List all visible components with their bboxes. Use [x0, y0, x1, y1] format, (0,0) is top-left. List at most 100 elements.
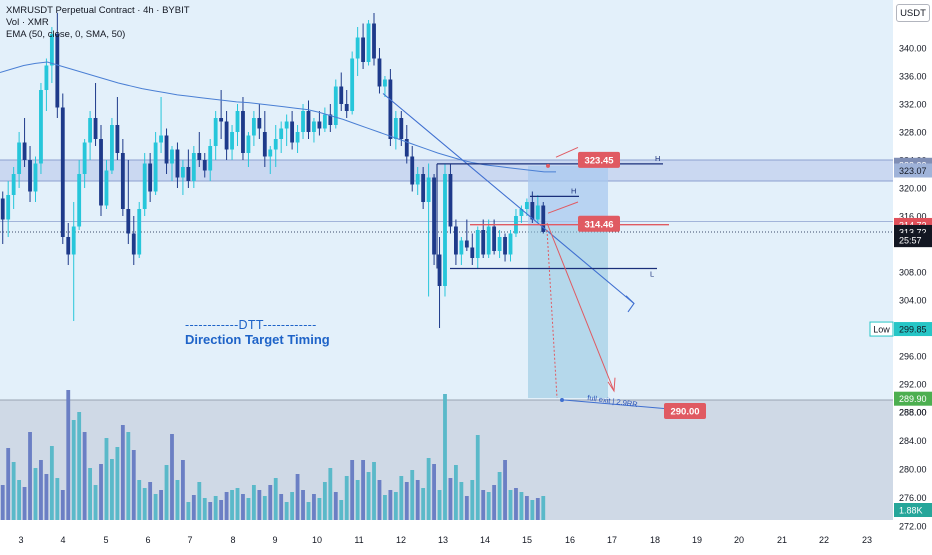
candle-body: [159, 136, 163, 143]
candle-body: [525, 202, 529, 209]
volume-bar: [247, 498, 251, 520]
vol-axis-tick-label: 272.00: [899, 522, 927, 532]
volume-bar: [170, 434, 174, 520]
candle-body: [372, 24, 376, 59]
x-tick-label: 23: [862, 535, 872, 545]
x-tick-label: 15: [522, 535, 532, 545]
symbol-title[interactable]: XMRUSDT Perpetual Contract · 4h · BYBIT: [6, 5, 190, 16]
candle-body: [388, 80, 392, 140]
y-tick-label: 328.00: [899, 128, 927, 138]
candle-body: [421, 174, 425, 202]
candle-body: [317, 122, 321, 129]
volume-bar: [61, 490, 65, 520]
y-tick-label: 296.00: [899, 352, 927, 362]
candle-body: [208, 146, 212, 171]
y-tick-label: 336.00: [899, 72, 927, 82]
currency-button[interactable]: USDT: [896, 4, 930, 22]
volume-bar: [465, 496, 469, 520]
volume-bar: [503, 460, 507, 520]
candle-body: [28, 160, 32, 192]
volume-bar: [6, 448, 10, 520]
candle-body: [230, 132, 234, 150]
candle-body: [296, 132, 300, 143]
x-tick-label: 20: [734, 535, 744, 545]
candle-body: [192, 153, 196, 181]
candle-body: [503, 237, 507, 255]
x-tick-label: 22: [819, 535, 829, 545]
candle-body: [465, 241, 469, 248]
volume-bar: [39, 460, 43, 520]
volume-bar: [541, 496, 545, 520]
candle-body: [94, 118, 98, 139]
volume-bar: [514, 488, 518, 520]
volume-bar: [99, 464, 103, 520]
volume-bar: [367, 472, 371, 520]
x-tick-label: 12: [396, 535, 406, 545]
volume-bar: [301, 490, 305, 520]
candle-body: [115, 125, 119, 153]
candle-body: [88, 118, 92, 143]
candle-body: [1, 199, 5, 220]
volume-bar: [312, 494, 316, 520]
volume-bar: [55, 478, 59, 520]
volume-bar: [115, 447, 119, 520]
volume-bar: [530, 500, 534, 520]
volume-bar: [241, 494, 245, 520]
candle-body: [367, 24, 371, 63]
volume-bar: [23, 487, 27, 520]
volume-bar: [214, 496, 218, 520]
candle-body: [438, 255, 442, 287]
exit-label-text: 290.00: [670, 407, 699, 418]
candle-body: [181, 167, 185, 178]
candle-body: [236, 111, 240, 132]
volume-bar: [252, 485, 256, 520]
candle-body: [39, 90, 43, 164]
volume-bar: [432, 464, 436, 520]
volume-bar: [290, 492, 294, 520]
candle-body: [121, 153, 125, 209]
candle-body: [263, 132, 267, 157]
volume-bar: [307, 502, 311, 520]
candle-body: [34, 164, 38, 192]
volume-bar: [421, 488, 425, 520]
x-tick-label: 4: [60, 535, 65, 545]
candle-body: [186, 167, 190, 181]
target-box-lower: [528, 227, 608, 398]
candle-body: [427, 178, 431, 203]
volume-bar: [28, 432, 32, 520]
y-tick-label: 304.00: [899, 296, 927, 306]
volume-bar: [361, 460, 365, 520]
candle-body: [470, 248, 474, 259]
candle-body: [219, 118, 223, 122]
volume-bar: [334, 492, 338, 520]
candle-body: [252, 118, 256, 136]
x-tick-label: 21: [777, 535, 787, 545]
candle-body: [148, 164, 152, 192]
x-tick-label: 19: [692, 535, 702, 545]
vol-axis-tick-label: 284.00: [899, 436, 927, 446]
volume-bar: [498, 472, 502, 520]
candle-body: [132, 234, 136, 255]
volume-bar: [481, 490, 485, 520]
volume-bar: [203, 498, 207, 520]
candle-body: [99, 139, 103, 206]
volume-bar: [197, 482, 201, 520]
volume-bar: [50, 446, 54, 520]
volume-bar: [94, 485, 98, 520]
x-tick-label: 11: [354, 535, 363, 545]
volume-bar: [148, 482, 152, 520]
time-axis-bg: [0, 520, 932, 550]
volume-bar: [372, 462, 376, 520]
dtt-dashes: ------------DTT------------: [185, 318, 317, 332]
volume-bar: [208, 502, 212, 520]
volume-bar: [378, 480, 382, 520]
candle-body: [476, 230, 480, 258]
volume-bar: [470, 480, 474, 520]
candle-body: [165, 136, 169, 164]
level-h2-tag: H: [571, 186, 576, 195]
x-tick-label: 3: [18, 535, 23, 545]
volume-bar: [492, 485, 496, 520]
volume-bar: [399, 476, 403, 520]
